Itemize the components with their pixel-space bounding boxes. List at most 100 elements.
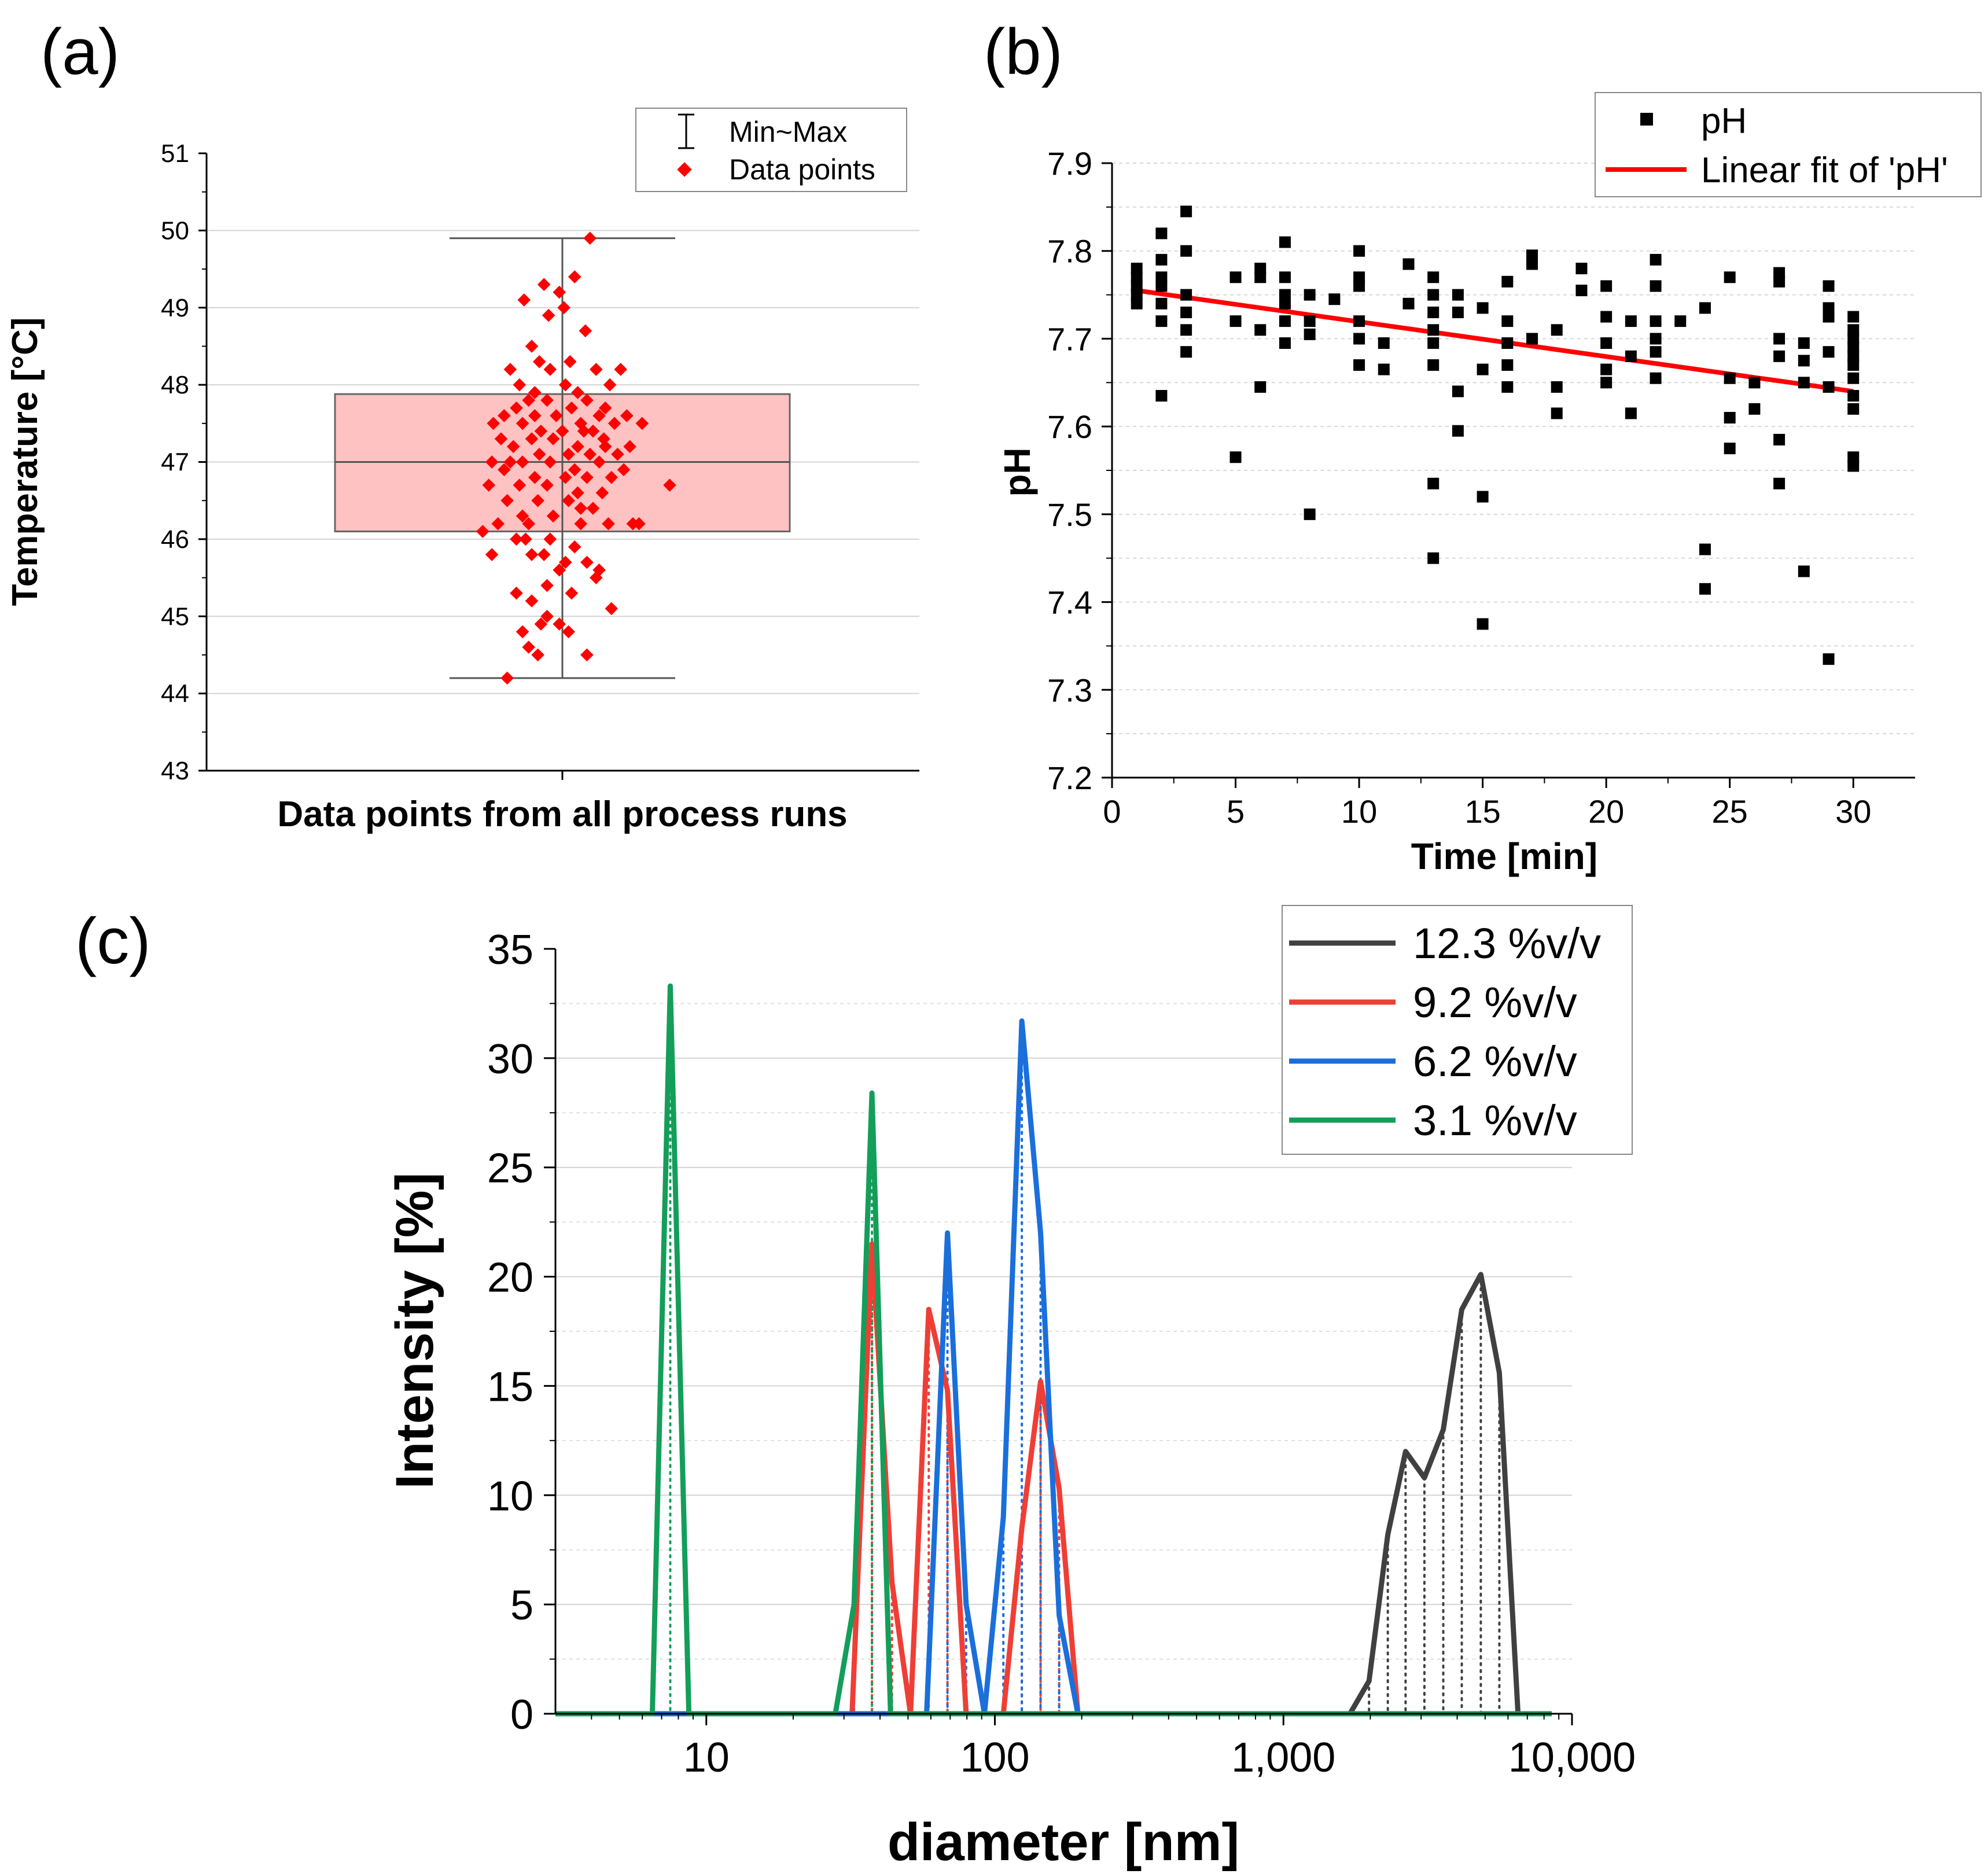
b-data-point (1477, 302, 1489, 314)
b-data-point (1131, 289, 1143, 301)
a-y-tick-label: 51 (161, 139, 189, 168)
b-data-point (1155, 297, 1168, 310)
b-data-point (1279, 297, 1291, 310)
b-data-point (1353, 333, 1365, 345)
b-data-point (1650, 372, 1662, 384)
b-y-tick-label: 7.3 (1047, 672, 1092, 708)
a-y-tick-label: 48 (161, 371, 189, 399)
b-data-point (1501, 359, 1514, 371)
c-y-tick-label: 35 (487, 927, 533, 973)
c-y-tick-label: 0 (510, 1692, 533, 1738)
b-y-axis-title: pH (996, 447, 1038, 496)
b-data-point (1847, 341, 1860, 354)
b-data-point (1279, 271, 1291, 284)
a-data-point (519, 532, 532, 546)
b-data-point (1773, 275, 1785, 288)
a-data-point (510, 532, 523, 546)
a-data-point (663, 478, 676, 492)
b-data-point (1847, 390, 1860, 402)
b-data-point (1155, 271, 1168, 284)
a-data-point (497, 463, 511, 477)
b-data-point (1501, 337, 1514, 349)
a-data-point (558, 555, 572, 569)
b-data-point (1452, 306, 1464, 318)
a-data-point (531, 648, 544, 662)
b-x-tick-label: 5 (1227, 793, 1245, 830)
b-data-point (1254, 271, 1267, 284)
b-data-point (1773, 350, 1785, 362)
b-data-point (1600, 363, 1613, 375)
b-data-point (1180, 346, 1192, 358)
a-data-point (522, 393, 536, 407)
b-data-point (1131, 271, 1143, 284)
a-data-point (510, 401, 523, 415)
b-data-point (1798, 355, 1810, 367)
a-data-point (571, 486, 584, 500)
a-data-point (513, 378, 527, 392)
min-max-legend-icon (678, 113, 694, 149)
a-data-point (525, 548, 539, 561)
a-data-point (562, 494, 575, 507)
a-data-point (540, 579, 554, 592)
b-data-point (1427, 552, 1440, 564)
b-data-point (1798, 377, 1810, 389)
b-data-point (1823, 381, 1835, 393)
b-data-point (1847, 324, 1860, 336)
a-data-point (603, 378, 617, 392)
panel-label-a: (a) (41, 16, 120, 88)
b-gridlines (1112, 163, 1915, 735)
b-data-point (1847, 372, 1860, 384)
b-data-point (1600, 280, 1613, 292)
b-data-point (1847, 333, 1860, 345)
b-data-point (1625, 315, 1637, 327)
b-data-point (1699, 543, 1711, 555)
c-x-tick-label: 1,000 (1231, 1735, 1335, 1781)
b-data-point (1254, 324, 1267, 336)
b-data-point (1155, 253, 1168, 266)
a-data-point (571, 386, 584, 399)
a-data-point (516, 417, 529, 430)
a-data-point (516, 625, 529, 639)
b-data-point (1427, 306, 1440, 318)
b-data-point (1452, 289, 1464, 301)
b-data-point (1402, 258, 1415, 270)
b-data-point (1155, 315, 1168, 327)
square-marker-legend-icon (1640, 113, 1653, 126)
b-data-point (1625, 407, 1637, 419)
b-data-point (1328, 293, 1341, 305)
b-data-point (1304, 315, 1316, 327)
b-data-point (1180, 324, 1192, 336)
a-data-point (543, 363, 557, 376)
a-x-axis-title: Data points from all process runs (277, 794, 847, 834)
b-y-tick-label: 7.2 (1047, 760, 1092, 796)
b-data-point (1229, 451, 1242, 463)
b-data-point (1427, 477, 1440, 489)
panel-label-c: (c) (75, 905, 151, 977)
panel-label-b: (b) (984, 16, 1063, 88)
c-y-ticks: 0 5 10 15 20 25 30 35 (487, 927, 555, 1738)
b-data-point (1180, 205, 1192, 218)
a-data-point (568, 463, 581, 477)
b-y-ticks: 7.2 7.3 7.4 7.5 7.6 7.7 7.8 7.9 (1047, 145, 1112, 796)
b-data-point (1847, 359, 1860, 371)
a-data-point (620, 409, 634, 422)
b-data-point (1847, 350, 1860, 362)
b-data-point (1427, 359, 1440, 371)
a-data-point (500, 494, 514, 507)
b-data-point (1575, 284, 1588, 296)
b-data-point (1353, 315, 1365, 327)
a-data-point (565, 586, 579, 600)
a-data-point (623, 440, 636, 454)
c-y-tick-label: 25 (487, 1146, 533, 1192)
b-data-point (1650, 280, 1662, 292)
a-data-point (574, 517, 588, 531)
b-data-point (1823, 280, 1835, 292)
b-data-point (1180, 245, 1192, 257)
a-data-point (537, 278, 551, 292)
b-data-point (1353, 245, 1365, 257)
b-data-point (1254, 381, 1267, 393)
b-y-tick-label: 7.7 (1047, 321, 1092, 357)
a-data-point (494, 432, 508, 446)
panel-a-boxplot: 43 44 45 46 47 48 49 50 51 Data points from all … (5, 108, 919, 834)
